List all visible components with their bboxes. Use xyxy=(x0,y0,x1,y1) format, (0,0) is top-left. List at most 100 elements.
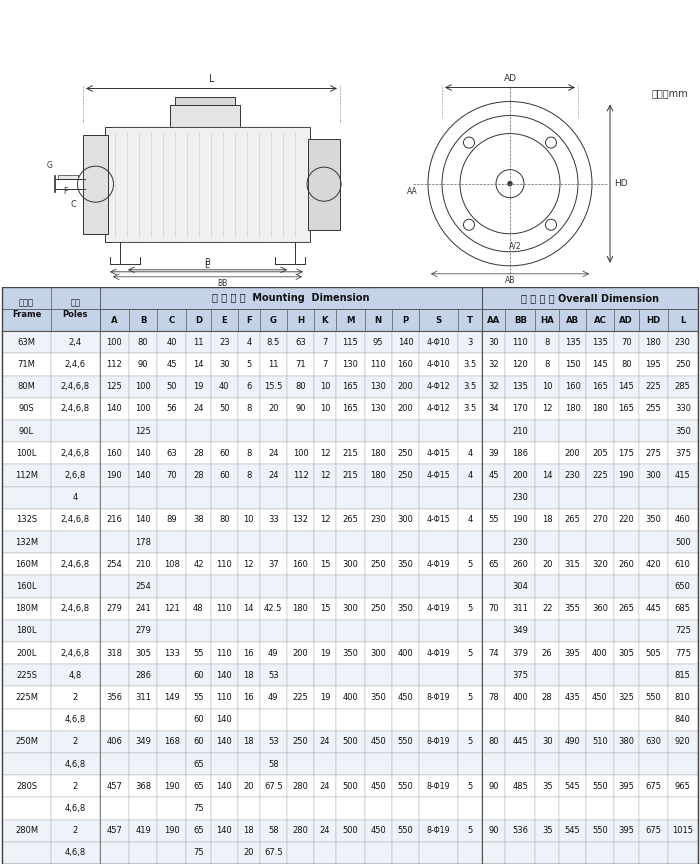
Bar xyxy=(287,509,314,531)
Text: 4: 4 xyxy=(467,516,473,524)
Text: 12: 12 xyxy=(244,560,254,569)
Text: 550: 550 xyxy=(645,693,661,702)
Bar xyxy=(365,465,392,486)
Bar xyxy=(287,753,314,775)
Bar xyxy=(238,775,260,797)
Text: 445: 445 xyxy=(645,604,661,613)
Bar xyxy=(238,353,260,376)
Text: 457: 457 xyxy=(106,782,122,791)
Bar xyxy=(639,486,668,509)
Text: 60: 60 xyxy=(219,448,230,458)
Text: 63: 63 xyxy=(295,338,306,346)
Bar xyxy=(419,642,458,664)
Bar xyxy=(392,465,419,486)
Text: 49: 49 xyxy=(268,693,279,702)
Bar xyxy=(365,442,392,465)
Text: 100L: 100L xyxy=(16,448,36,458)
Text: 550: 550 xyxy=(398,782,414,791)
Text: 550: 550 xyxy=(592,782,608,791)
Bar xyxy=(392,731,419,753)
Bar xyxy=(158,575,186,598)
Bar xyxy=(336,686,365,708)
Text: 180M: 180M xyxy=(15,604,38,613)
Text: 450: 450 xyxy=(592,693,608,702)
Bar xyxy=(668,509,698,531)
Text: 75: 75 xyxy=(193,848,204,857)
Text: 130: 130 xyxy=(342,360,358,369)
Bar xyxy=(505,465,536,486)
Text: 2,4,6,8: 2,4,6,8 xyxy=(61,649,90,658)
Bar xyxy=(51,775,100,797)
Text: 180: 180 xyxy=(565,404,580,414)
Bar xyxy=(365,753,392,775)
Bar xyxy=(419,553,458,575)
Bar xyxy=(260,331,287,353)
Bar xyxy=(639,820,668,842)
Bar xyxy=(129,575,158,598)
Bar xyxy=(2,664,51,686)
Bar xyxy=(211,642,238,664)
Bar xyxy=(51,553,100,575)
Bar xyxy=(158,708,186,731)
Text: 300: 300 xyxy=(645,471,661,480)
Text: 53: 53 xyxy=(268,670,279,680)
Bar xyxy=(559,642,587,664)
Text: 15.5: 15.5 xyxy=(264,382,282,391)
Bar xyxy=(505,642,536,664)
Bar xyxy=(287,486,314,509)
Bar xyxy=(186,598,211,619)
Text: 10: 10 xyxy=(320,404,330,414)
Text: E: E xyxy=(221,315,228,325)
Text: 32: 32 xyxy=(488,360,498,369)
Text: 210: 210 xyxy=(512,427,528,435)
Text: 190: 190 xyxy=(164,826,180,835)
Bar xyxy=(668,664,698,686)
Text: 2,4,6,8: 2,4,6,8 xyxy=(61,604,90,613)
Bar xyxy=(587,753,614,775)
Bar xyxy=(100,820,129,842)
Bar xyxy=(314,820,336,842)
Bar xyxy=(505,309,536,331)
Bar xyxy=(482,575,505,598)
Bar xyxy=(559,420,587,442)
Bar xyxy=(505,509,536,531)
Text: 140: 140 xyxy=(216,782,232,791)
Text: 18: 18 xyxy=(542,516,552,524)
Text: 3.5: 3.5 xyxy=(463,360,477,369)
Text: 350: 350 xyxy=(675,427,691,435)
Text: 215: 215 xyxy=(342,471,358,480)
Text: 725: 725 xyxy=(675,626,691,635)
Text: 500: 500 xyxy=(342,737,358,746)
Bar xyxy=(668,553,698,575)
Text: 112: 112 xyxy=(293,471,309,480)
Bar xyxy=(392,642,419,664)
Text: 250: 250 xyxy=(370,560,386,569)
Bar xyxy=(158,753,186,775)
Bar xyxy=(458,331,482,353)
Bar xyxy=(100,598,129,619)
Bar xyxy=(260,708,287,731)
Bar xyxy=(51,442,100,465)
Bar xyxy=(639,531,668,553)
Text: 280: 280 xyxy=(293,782,309,791)
Bar xyxy=(100,664,129,686)
Text: 4-Φ15: 4-Φ15 xyxy=(427,471,450,480)
Bar xyxy=(419,797,458,820)
Text: 500: 500 xyxy=(342,826,358,835)
Bar xyxy=(129,509,158,531)
Bar xyxy=(260,842,287,864)
Text: 35: 35 xyxy=(542,782,552,791)
Text: 63: 63 xyxy=(167,448,177,458)
Bar xyxy=(211,664,238,686)
Text: 40: 40 xyxy=(219,382,230,391)
Bar xyxy=(587,686,614,708)
Bar xyxy=(260,397,287,420)
Bar xyxy=(51,664,100,686)
Bar xyxy=(238,309,260,331)
Bar xyxy=(287,775,314,797)
Text: 14: 14 xyxy=(542,471,552,480)
Bar xyxy=(211,420,238,442)
Bar xyxy=(129,376,158,397)
Bar xyxy=(158,376,186,397)
Text: 190: 190 xyxy=(512,516,528,524)
